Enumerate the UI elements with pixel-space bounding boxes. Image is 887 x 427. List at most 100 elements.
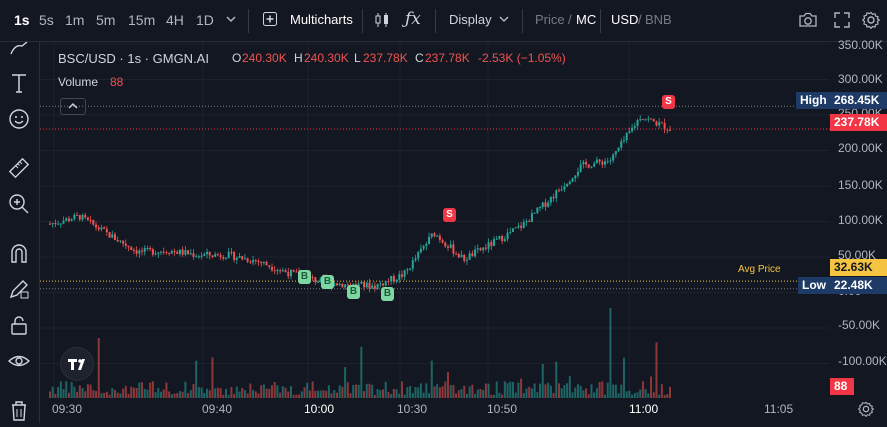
time-axis[interactable]: 09:30 09:40 10:00 10:30 10:50 11:00 11:0… — [40, 398, 830, 423]
candle-body — [414, 258, 417, 261]
interval-1d[interactable]: 1D — [196, 12, 214, 28]
candle-body — [609, 160, 612, 162]
interval-1m[interactable]: 1m — [65, 12, 85, 28]
mc-toggle[interactable]: MC — [576, 12, 597, 27]
buy-marker[interactable]: B — [298, 270, 311, 284]
buy-marker[interactable]: B — [321, 275, 334, 289]
buy-marker[interactable]: B — [347, 285, 360, 299]
candle-body — [566, 184, 569, 187]
interval-1s[interactable]: 1s — [14, 12, 30, 28]
candle-body — [658, 122, 661, 126]
volume-bar — [219, 388, 222, 398]
volume-bar — [317, 390, 320, 398]
multicharts-button[interactable]: Multicharts — [290, 12, 353, 27]
interval-4h[interactable]: 4H — [166, 12, 184, 28]
candle-body — [487, 242, 490, 249]
display-chevron-down-icon[interactable] — [497, 10, 511, 31]
lock-icon[interactable] — [8, 314, 30, 336]
volume-bar — [641, 381, 644, 398]
lock-pencil-icon[interactable] — [8, 278, 30, 300]
usd-toggle[interactable]: USD — [611, 12, 639, 27]
candle-body — [433, 233, 436, 237]
candle-body — [398, 274, 401, 280]
sell-marker[interactable]: S — [443, 208, 456, 222]
text-tool-icon[interactable] — [8, 72, 30, 94]
candle-body — [647, 118, 650, 120]
volume-bar — [303, 387, 306, 398]
emoji-icon[interactable] — [8, 108, 30, 130]
interval-5s[interactable]: 5s — [39, 12, 54, 28]
candle-body — [273, 270, 276, 272]
volume-bar — [617, 393, 620, 398]
candle-body — [533, 212, 536, 214]
volume-bar — [189, 390, 192, 398]
candles-style-icon[interactable] — [373, 11, 391, 32]
volume-bar — [438, 387, 441, 398]
candle-body — [70, 219, 73, 221]
volume-bar — [614, 384, 617, 398]
fullscreen-icon[interactable] — [834, 12, 850, 31]
trash-icon[interactable] — [8, 400, 30, 422]
volume-bar — [644, 389, 647, 398]
interval-15m[interactable]: 15m — [128, 12, 156, 28]
volume-bar — [490, 394, 493, 398]
volume-bar — [214, 388, 217, 398]
zoom-in-icon[interactable] — [8, 193, 30, 215]
chart-canvas[interactable] — [40, 42, 830, 398]
sell-marker[interactable]: S — [662, 95, 675, 109]
eye-icon[interactable] — [7, 350, 31, 372]
price-toggle[interactable]: Price — [535, 12, 565, 27]
candle-body — [633, 126, 636, 128]
volume-bar — [200, 387, 203, 398]
indicators-fx-icon[interactable]: ƒx — [405, 9, 421, 29]
volume-bar — [84, 391, 87, 398]
price-axis[interactable]: 350.00K 300.00K 250.00K 200.00K 150.00K … — [830, 38, 887, 398]
volume-bar — [281, 386, 284, 398]
candle-body — [663, 122, 666, 130]
volume-bar — [549, 385, 552, 398]
candle-body — [170, 250, 173, 254]
axis-settings-gear-icon[interactable] — [857, 401, 875, 422]
volume-bar — [417, 387, 420, 398]
candle-body — [246, 258, 249, 262]
chart-pane[interactable]: BSC/USD · 1s · GMGN.AI O 240.30K H 240.3… — [40, 42, 830, 398]
tradingview-logo-icon[interactable] — [60, 347, 94, 381]
settings-gear-icon[interactable] — [861, 11, 881, 32]
volume-bar — [287, 391, 290, 398]
volume-bar — [522, 392, 525, 398]
volume-bar — [517, 382, 520, 398]
candle-body — [403, 270, 406, 277]
candle-body — [650, 118, 653, 120]
candle-body — [187, 250, 190, 255]
magnet-icon[interactable] — [8, 242, 30, 264]
volume-bar — [162, 389, 165, 398]
candle-body — [178, 249, 181, 254]
intervals-chevron-down-icon[interactable] — [224, 10, 238, 31]
volume-bar — [260, 385, 263, 398]
volume-bar — [271, 385, 274, 398]
candle-body — [165, 252, 168, 254]
camera-icon[interactable] — [798, 11, 818, 32]
brush-icon[interactable] — [8, 41, 30, 64]
volume-bar — [660, 384, 663, 398]
buy-marker[interactable]: B — [381, 287, 394, 301]
display-menu[interactable]: Display — [449, 12, 492, 27]
collapse-legend-button[interactable] — [60, 98, 86, 115]
candle-body — [113, 234, 116, 240]
bnb-toggle[interactable]: BNB — [645, 12, 672, 27]
add-chart-icon[interactable] — [262, 11, 278, 30]
interval-5m[interactable]: 5m — [96, 12, 116, 28]
price-tick: -50.00K — [838, 318, 881, 332]
volume-bar — [81, 388, 84, 398]
volume-bar — [463, 385, 466, 398]
candle-body — [425, 243, 428, 247]
ruler-icon[interactable] — [8, 157, 30, 179]
volume-bar — [501, 394, 504, 398]
candle-body — [363, 281, 366, 288]
volume-bar — [113, 390, 116, 398]
candle-body — [479, 248, 482, 251]
volume-bar — [368, 383, 371, 398]
price-tick: 350.00K — [838, 38, 883, 52]
volume-bar — [474, 394, 477, 398]
candle-body — [449, 244, 452, 248]
